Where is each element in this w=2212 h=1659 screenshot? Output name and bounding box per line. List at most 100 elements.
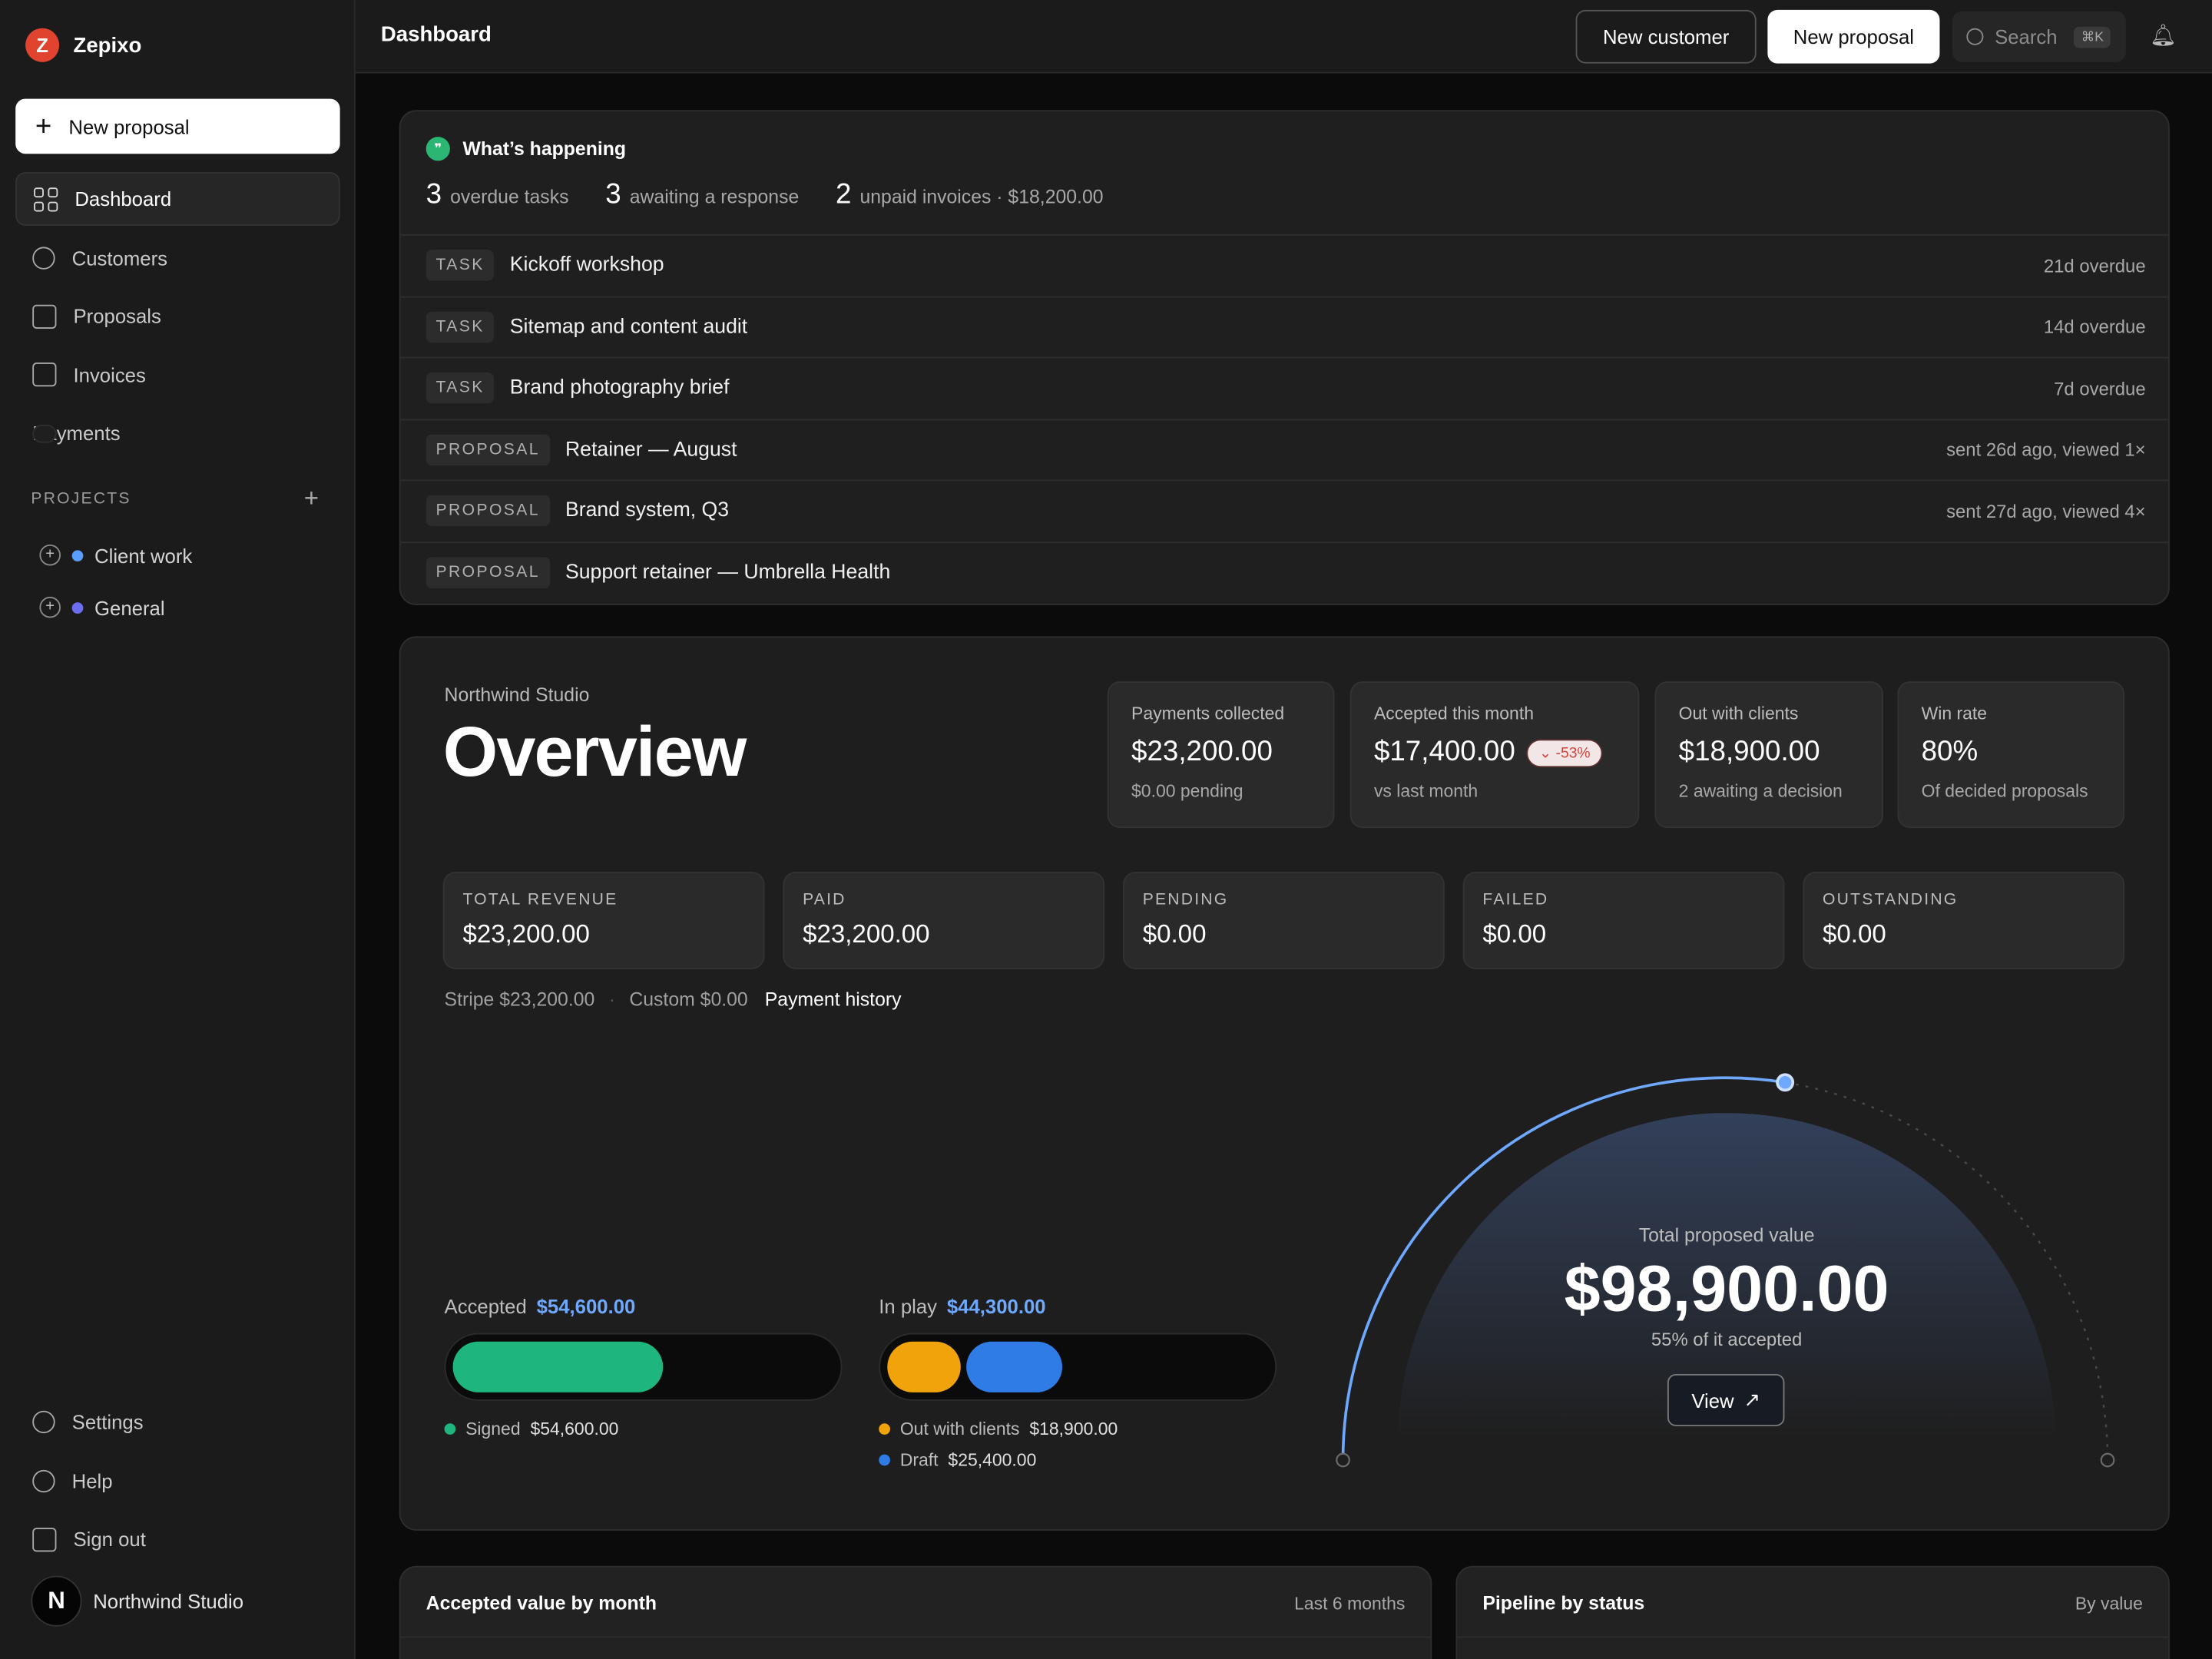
kpi-win-rate[interactable]: Win rate 80% Of decided proposals	[1897, 681, 2125, 829]
gear-icon	[32, 1410, 55, 1434]
users-icon	[32, 246, 55, 269]
project-color-dot	[71, 601, 84, 614]
payment-history-link[interactable]: Payment history	[764, 988, 902, 1011]
legend-dot	[879, 1423, 890, 1435]
legend-dot	[444, 1423, 456, 1435]
sidebar-item-customers[interactable]: Customers	[15, 230, 339, 284]
whats-happening-label: What’s happening	[462, 137, 627, 160]
grid-icon	[34, 187, 58, 211]
kpi-payments-collected[interactable]: Payments collected $23,200.00 $0.00 pend…	[1107, 681, 1335, 829]
in-play-legend: Out with clients $18,900.00 Draft $25,400.…	[879, 1413, 1277, 1475]
item-title: Brand system, Q3	[565, 499, 730, 523]
list-item[interactable]: PROPOSAL Retainer — August sent 26d ago, …	[400, 418, 2169, 480]
brand[interactable]: Z Zepixo	[25, 28, 141, 62]
kpi-accepted-this-month[interactable]: Accepted this month $17,400.00 ⌄ -53% vs …	[1349, 681, 1640, 829]
search-input[interactable]: Search ⌘K	[1952, 11, 2126, 62]
list-item[interactable]: PROPOSAL Support retainer — Umbrella Heal…	[400, 541, 2169, 602]
overview-card: Northwind Studio Overview Payments colle…	[399, 636, 2170, 1531]
sidebar-item-proposals[interactable]: Proposals	[15, 290, 339, 343]
user-menu[interactable]: N Northwind Studio	[31, 1575, 243, 1627]
card-meta[interactable]: Last 6 months	[1294, 1594, 1406, 1614]
gauge-start-cap	[1336, 1452, 1350, 1468]
new-proposal-button[interactable]: New proposal	[1767, 9, 1940, 64]
item-meta: 7d overdue	[2054, 377, 2146, 399]
gauge-track	[1342, 1077, 2109, 1460]
item-tag: TASK	[426, 373, 495, 404]
stat-label: awaiting a response	[629, 186, 800, 207]
out-with-clients-segment[interactable]	[887, 1341, 961, 1392]
list-item[interactable]: TASK Kickoff workshop 21d overdue	[400, 233, 2169, 296]
top-header: Dashboard New customer New proposal Sear…	[355, 0, 2212, 74]
metric-label: PENDING	[1142, 891, 1229, 909]
metric-label: FAILED	[1482, 891, 1549, 909]
stat-overdue-tasks[interactable]: 3 overdue tasks	[426, 179, 569, 211]
happening-list: TASK Kickoff workshop 21d overdue TASK Sit…	[400, 233, 2169, 602]
legend-value: $54,600.00	[530, 1419, 619, 1439]
view-button[interactable]: View ↗	[1667, 1373, 1785, 1426]
item-title: Sitemap and content audit	[509, 315, 748, 339]
project-item-client-work[interactable]: + Client work	[39, 529, 192, 581]
kpi-value: $17,400.00	[1373, 736, 1515, 768]
accepted-bar-track	[444, 1333, 843, 1401]
sidebar-nav: Dashboard Customers Proposals Invoices P…	[15, 172, 340, 465]
sidebar-new-proposal-button[interactable]: + New proposal	[15, 98, 340, 154]
bell-icon[interactable]: 🔔︎	[2150, 24, 2177, 48]
list-item[interactable]: TASK Brand photography brief 7d overdue	[400, 356, 2169, 419]
kpi-out-with-clients[interactable]: Out with clients $18,900.00 2 awaiting a…	[1654, 681, 1883, 829]
card-meta[interactable]: By value	[2075, 1594, 2143, 1614]
sidebar-item-dashboard[interactable]: Dashboard	[15, 172, 340, 226]
kpi-value: 80%	[1921, 736, 1979, 768]
item-title: Kickoff workshop	[509, 254, 664, 277]
item-title: Brand photography brief	[509, 376, 730, 400]
gauge-knob[interactable]	[1776, 1073, 1795, 1092]
search-placeholder: Search	[1995, 25, 2058, 48]
item-title: Retainer — August	[565, 438, 737, 462]
list-item[interactable]: PROPOSAL Brand system, Q3 sent 27d ago, v…	[400, 479, 2169, 541]
project-item-general[interactable]: + General	[39, 581, 192, 634]
list-item[interactable]: TASK Sitemap and content audit 14d overdu…	[400, 295, 2169, 357]
sidebar-item-sign-out[interactable]: Sign out	[15, 1512, 339, 1566]
signed-segment[interactable]	[452, 1341, 664, 1392]
metric-value: $0.00	[1482, 919, 1547, 949]
in-play-label: In play	[879, 1295, 938, 1318]
page-title: Dashboard	[380, 22, 492, 47]
expand-icon[interactable]: +	[39, 544, 61, 566]
gauge-value: $98,900.00	[1564, 1251, 1889, 1325]
item-tag: PROPOSAL	[426, 434, 550, 465]
sidebar-item-payments[interactable]: Payments	[15, 406, 339, 460]
view-label: View	[1691, 1389, 1734, 1412]
stat-awaiting-response[interactable]: 3 awaiting a response	[605, 179, 799, 211]
whats-happening-card: ❞ What’s happening 3 overdue tasks 3 await…	[399, 110, 2170, 605]
avatar: N	[31, 1575, 82, 1627]
arrow-up-right-icon: ↗	[1743, 1388, 1761, 1411]
accepted-header: Accepted $54,600.00	[445, 1295, 843, 1317]
metric-label: OUTSTANDING	[1823, 891, 1959, 909]
item-tag: TASK	[426, 250, 495, 281]
sidebar-item-help[interactable]: Help	[15, 1454, 339, 1508]
metric-value: $23,200.00	[462, 919, 590, 949]
draft-segment[interactable]	[966, 1341, 1063, 1392]
legend-dot	[879, 1454, 890, 1466]
separator-dot: ·	[608, 988, 615, 1011]
projects-heading: PROJECTS +	[31, 483, 320, 512]
item-title: Support retainer — Umbrella Health	[565, 561, 891, 584]
expand-icon[interactable]: +	[39, 596, 61, 618]
add-project-icon[interactable]: +	[303, 483, 320, 512]
sidebar-item-label: Sign out	[73, 1528, 146, 1551]
item-meta: sent 27d ago, viewed 4×	[1946, 500, 2146, 522]
pipeline-by-status-card: Pipeline by status By value	[1455, 1565, 2170, 1659]
project-item-label: Client work	[94, 544, 193, 567]
change-badge: ⌄ -53%	[1526, 738, 1604, 767]
kpi-label: Win rate	[1921, 704, 1988, 724]
stat-unpaid-invoices[interactable]: 2 unpaid invoices · $18,200.00	[836, 179, 1104, 211]
sidebar-item-invoices[interactable]: Invoices	[15, 348, 339, 402]
new-customer-button[interactable]: New customer	[1575, 9, 1757, 64]
sidebar-bottom-nav: Settings Help Sign out	[15, 1395, 339, 1571]
gauge-sub: 55% of it accepted	[1651, 1329, 1803, 1350]
stat-number: 3	[426, 179, 442, 210]
brand-name: Zepixo	[73, 33, 142, 58]
metric-total-revenue: TOTAL REVENUE $23,200.00	[442, 872, 765, 969]
kpi-label: Payments collected	[1131, 704, 1285, 724]
sidebar-new-proposal-label: New proposal	[68, 114, 190, 138]
sidebar-item-settings[interactable]: Settings	[15, 1395, 339, 1449]
